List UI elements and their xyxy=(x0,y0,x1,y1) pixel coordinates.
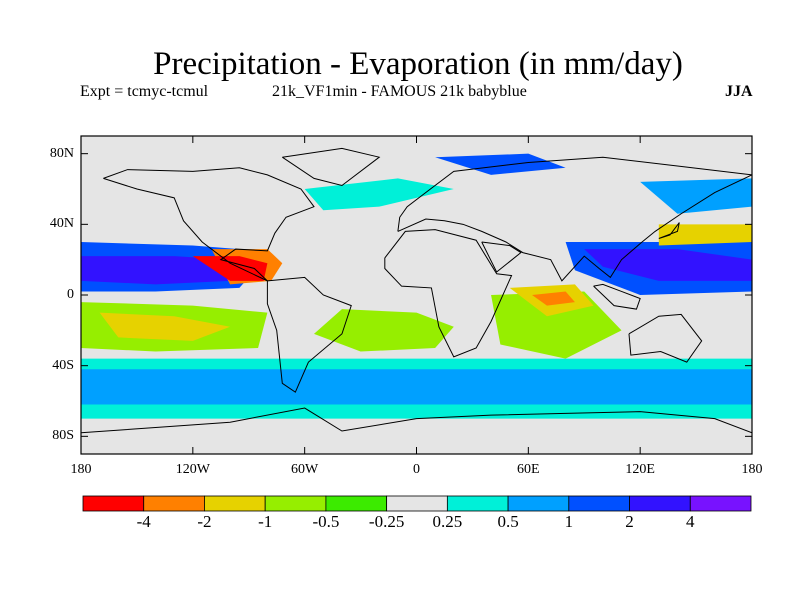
field-region-asian-monsoon-wet xyxy=(584,249,752,281)
colorbar-label: -0.25 xyxy=(368,512,405,531)
field-region-north-pacific-wet xyxy=(640,178,752,214)
lon-label: 0 xyxy=(413,462,420,477)
lon-label: 120W xyxy=(175,462,210,477)
lat-label: 40N xyxy=(49,216,74,232)
season-label: JJA xyxy=(725,83,753,100)
lon-label: 120E xyxy=(625,462,655,477)
map-area xyxy=(80,135,753,455)
colorbar-swatch xyxy=(82,495,145,512)
colorbar-label: 2 xyxy=(625,512,634,531)
coastline-indonesia xyxy=(593,283,641,310)
lat-label: 80N xyxy=(49,145,74,161)
lon-label: 60W xyxy=(291,462,319,477)
field-region-central-america-dry xyxy=(192,256,268,281)
field-region-south-pacific-yellow xyxy=(99,312,231,341)
field-region-north-pacific-dry xyxy=(658,224,752,246)
field-region-southern-ocean-wet xyxy=(81,369,752,405)
colorbar-swatch xyxy=(446,495,509,512)
colorbar-swatch xyxy=(386,495,448,512)
run-label: 21k_VF1min - FAMOUS 21k babyblue xyxy=(272,83,527,100)
colorbar-swatch xyxy=(204,495,266,512)
lon-label: 180 xyxy=(741,462,763,477)
colorbar xyxy=(82,495,752,512)
colorbar-swatch xyxy=(568,495,630,512)
coastline-eurasia xyxy=(397,156,752,282)
coastline-north-america xyxy=(103,167,315,282)
colorbar-label: -1 xyxy=(258,512,273,531)
colorbar-label: -2 xyxy=(197,512,212,531)
lon-label: 180 xyxy=(70,462,92,477)
experiment-label: Expt = tcmyc-tcmul xyxy=(80,83,209,100)
coastline-greenland xyxy=(282,147,381,187)
lon-label: 60E xyxy=(517,462,540,477)
colorbar-swatch xyxy=(264,495,327,512)
colorbar-label: -4 xyxy=(136,512,151,531)
lat-label: 40S xyxy=(52,357,74,373)
colorbar-label: 0.25 xyxy=(432,512,463,531)
colorbar-swatch xyxy=(629,495,691,512)
coastline-arabia xyxy=(481,241,522,273)
colorbar-label: 1 xyxy=(564,512,574,531)
coastline-japan xyxy=(658,222,680,239)
field-region-indian-ocean-orange xyxy=(532,291,575,306)
field-region-south-atlantic-dry xyxy=(313,309,454,352)
colorbar-swatch xyxy=(143,495,205,512)
colorbar-swatch xyxy=(689,495,752,512)
colorbar-swatch xyxy=(325,495,388,512)
colorbar-swatch xyxy=(507,495,570,512)
field-region-indian-ocean-dry xyxy=(491,291,622,359)
colorbar-label: -0.5 xyxy=(312,512,340,531)
coastline-africa xyxy=(384,229,513,358)
coastline-australia xyxy=(628,313,703,363)
colorbar-label: 0.5 xyxy=(497,512,519,531)
field-region-arctic-blue xyxy=(435,153,566,175)
coastline-antarctica xyxy=(81,407,752,434)
coastline-south-america xyxy=(266,276,352,393)
map-title: Precipitation - Evaporation (in mm/day) xyxy=(153,46,683,82)
colorbar-label: 4 xyxy=(686,512,695,531)
lat-label: 80S xyxy=(52,428,74,444)
field-region-north-atlantic-cyan xyxy=(304,178,454,211)
lat-label: 0 xyxy=(67,287,74,302)
